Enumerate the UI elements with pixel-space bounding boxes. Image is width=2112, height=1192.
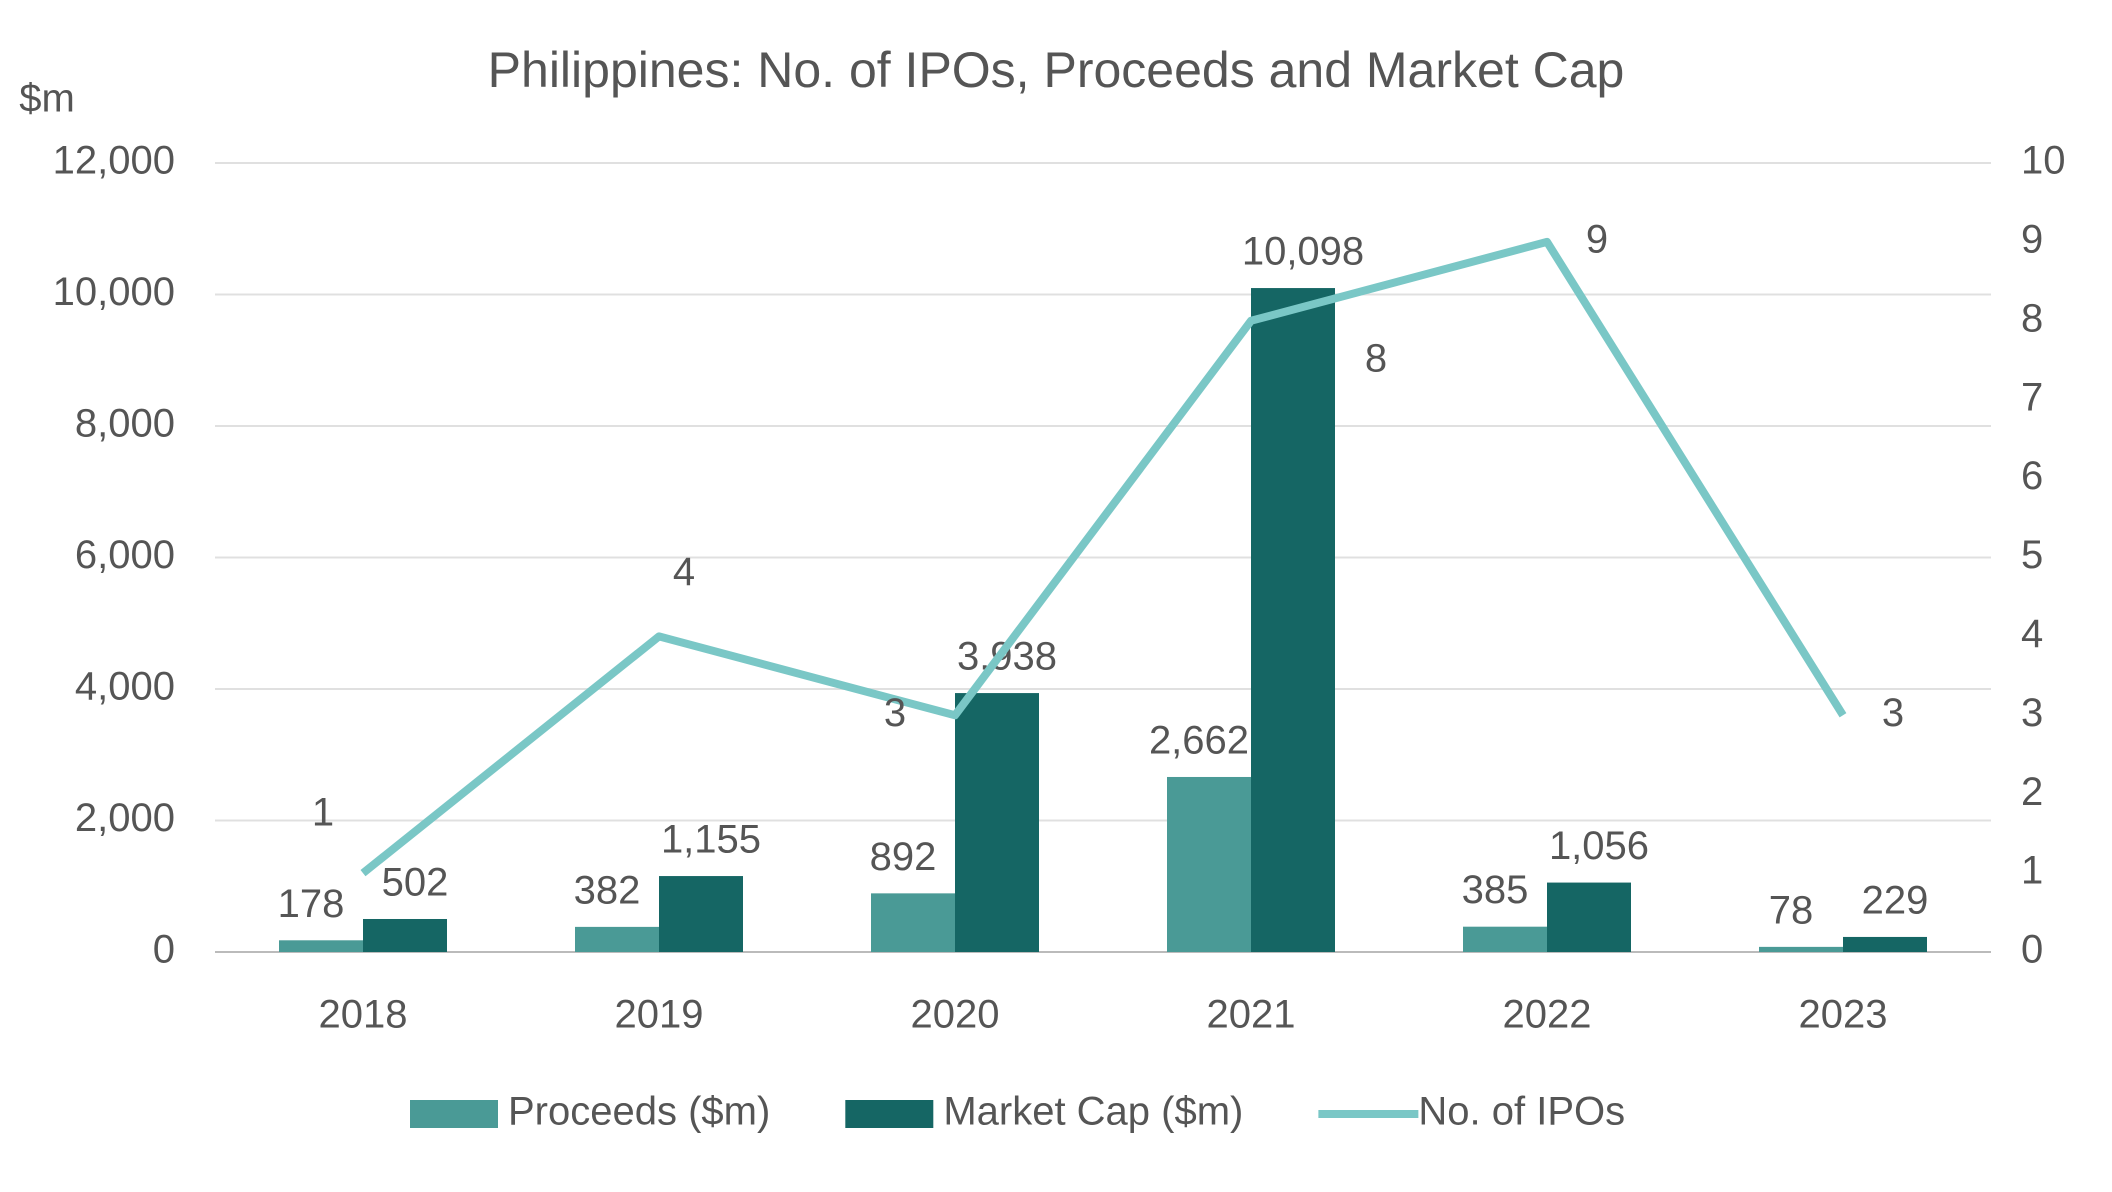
y2-tick-label: 2 xyxy=(2021,770,2043,814)
y2-tick-label: 0 xyxy=(2021,928,2043,972)
legend-swatch xyxy=(410,1100,498,1128)
x-tick-label: 2018 xyxy=(319,993,408,1037)
x-tick-label: 2023 xyxy=(1799,993,1888,1037)
bar xyxy=(1759,946,1843,952)
bar xyxy=(659,876,743,952)
y-tick-label: 10,000 xyxy=(53,270,175,314)
y2-tick-label: 3 xyxy=(2021,691,2043,735)
bar xyxy=(279,940,363,952)
y-tick-label: 8,000 xyxy=(75,402,175,446)
y-tick-label: 12,000 xyxy=(53,139,175,183)
bar xyxy=(1167,776,1251,952)
data-label: 10,098 xyxy=(1242,230,1364,274)
line-label: 1 xyxy=(312,791,334,835)
data-label: 385 xyxy=(1462,868,1529,912)
line-label: 4 xyxy=(673,550,695,594)
y-tick-label: 0 xyxy=(153,928,175,972)
line xyxy=(360,237,1847,877)
line-label: 3 xyxy=(1882,691,1904,735)
legend-label: Market Cap ($m) xyxy=(943,1090,1243,1134)
legend-swatch xyxy=(845,1100,934,1128)
y-tick-label: 6,000 xyxy=(75,533,175,577)
bar xyxy=(955,693,1039,952)
bar xyxy=(1463,926,1547,952)
bar xyxy=(1547,882,1631,952)
data-label: 1,155 xyxy=(661,818,761,862)
data-label: 502 xyxy=(382,861,449,905)
y2-tick-label: 5 xyxy=(2021,533,2043,577)
line-label: 3 xyxy=(884,691,906,735)
legend-label: Proceeds ($m) xyxy=(508,1090,770,1134)
data-label: 78 xyxy=(1769,888,1814,932)
y2-tick-label: 1 xyxy=(2021,849,2043,893)
legend-label: No. of IPOs xyxy=(1418,1090,1625,1134)
data-label: 382 xyxy=(574,868,641,912)
y2-tick-label: 4 xyxy=(2021,612,2043,656)
bar xyxy=(1843,936,1927,952)
data-label: 1,056 xyxy=(1549,824,1649,868)
y2-tick-label: 9 xyxy=(2021,217,2043,261)
y-tick-label: 4,000 xyxy=(75,665,175,709)
y2-tick-label: 8 xyxy=(2021,296,2043,340)
y2-tick-label: 10 xyxy=(2021,139,2066,183)
bar xyxy=(363,918,447,952)
bar xyxy=(1251,288,1335,952)
data-label: 229 xyxy=(1862,879,1929,923)
line-label: 8 xyxy=(1365,336,1387,380)
y-axis-label: $m xyxy=(19,77,75,121)
data-label: 892 xyxy=(870,835,937,879)
bar xyxy=(575,926,659,952)
x-tick-label: 2020 xyxy=(911,993,1000,1037)
data-label: 2,662 xyxy=(1149,719,1249,763)
y-tick-label: 2,000 xyxy=(75,796,175,840)
x-tick-label: 2022 xyxy=(1503,993,1592,1037)
y2-tick-label: 7 xyxy=(2021,375,2043,419)
y2-tick-label: 6 xyxy=(2021,454,2043,498)
x-tick-label: 2021 xyxy=(1207,993,1296,1037)
data-label: 178 xyxy=(278,882,345,926)
chart-title: Philippines: No. of IPOs, Proceeds and M… xyxy=(488,42,1625,98)
line-label: 9 xyxy=(1586,217,1608,261)
x-tick-label: 2019 xyxy=(615,993,704,1037)
bar xyxy=(871,893,955,952)
